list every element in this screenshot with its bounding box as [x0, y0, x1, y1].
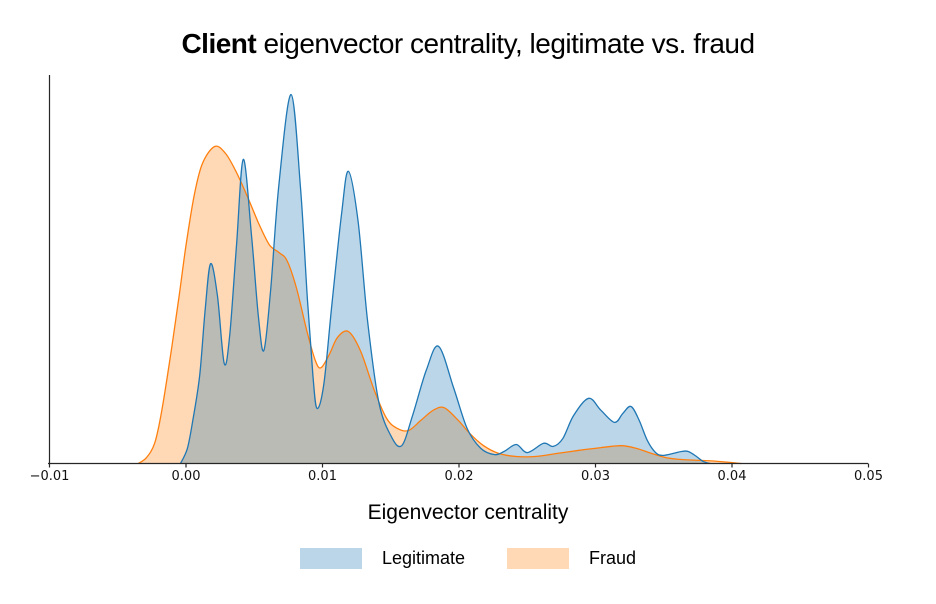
x-tick-label: 0.02	[445, 469, 474, 484]
chart-title: Client eigenvector centrality, legitimat…	[0, 28, 936, 60]
x-tick-label: 0.01	[308, 469, 337, 484]
x-tick-label: 0.04	[718, 469, 747, 484]
legitimate-swatch	[299, 548, 362, 569]
chart-title-bold: Client	[181, 28, 257, 59]
legend-item-legitimate: Legitimate	[299, 548, 466, 569]
legend-item-fraud: Fraud	[507, 548, 636, 569]
fraud-density-area	[138, 146, 742, 464]
x-tick-label: 0.00	[172, 469, 201, 484]
legitimate-density-line	[179, 93, 711, 465]
x-axis-ticks: −0.01 0.00 0.01 0.02 0.03 0.04 0.05	[30, 463, 883, 484]
x-tick-label: 0.05	[854, 469, 883, 484]
legitimate-density-area	[180, 94, 711, 464]
legend-label-fraud: Fraud	[589, 548, 637, 568]
x-tick-label: −0.01	[30, 469, 70, 484]
x-axis-label: Eigenvector centrality	[367, 501, 569, 524]
legend-label-legitimate: Legitimate	[381, 548, 466, 568]
chart-title-rest: eigenvector centrality, legitimate vs. f…	[256, 28, 755, 59]
legend: Legitimate Fraud	[0, 548, 936, 569]
fraud-swatch	[507, 548, 570, 569]
x-tick-label: 0.03	[581, 469, 610, 484]
fraud-density-line	[137, 145, 742, 465]
